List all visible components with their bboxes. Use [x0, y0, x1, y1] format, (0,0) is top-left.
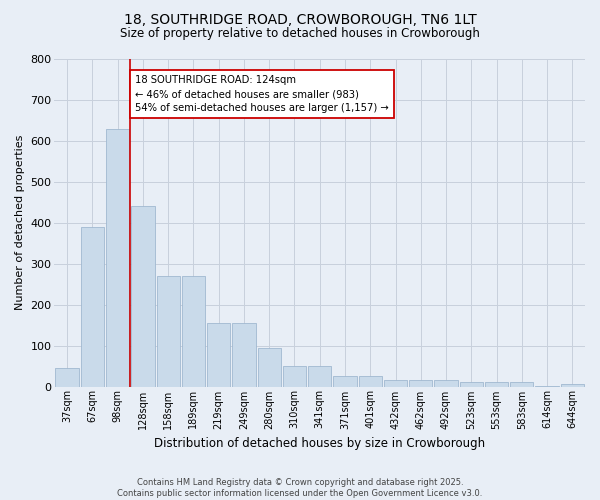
Bar: [283, 366, 306, 386]
Bar: [359, 376, 382, 386]
Bar: [55, 368, 79, 386]
Bar: [157, 276, 180, 386]
Bar: [232, 323, 256, 386]
Bar: [257, 348, 281, 387]
Bar: [81, 227, 104, 386]
Bar: [334, 376, 356, 386]
Text: 18, SOUTHRIDGE ROAD, CROWBOROUGH, TN6 1LT: 18, SOUTHRIDGE ROAD, CROWBOROUGH, TN6 1L…: [124, 12, 476, 26]
Bar: [434, 380, 458, 386]
Bar: [510, 382, 533, 386]
Y-axis label: Number of detached properties: Number of detached properties: [15, 135, 25, 310]
X-axis label: Distribution of detached houses by size in Crowborough: Distribution of detached houses by size …: [154, 437, 485, 450]
Bar: [131, 206, 155, 386]
Text: Size of property relative to detached houses in Crowborough: Size of property relative to detached ho…: [120, 28, 480, 40]
Bar: [460, 382, 483, 386]
Bar: [182, 276, 205, 386]
Bar: [384, 380, 407, 386]
Text: 18 SOUTHRIDGE ROAD: 124sqm
← 46% of detached houses are smaller (983)
54% of sem: 18 SOUTHRIDGE ROAD: 124sqm ← 46% of deta…: [136, 76, 389, 114]
Bar: [485, 382, 508, 386]
Bar: [409, 380, 433, 386]
Bar: [106, 128, 129, 386]
Bar: [561, 384, 584, 386]
Bar: [207, 323, 230, 386]
Bar: [308, 366, 331, 386]
Text: Contains HM Land Registry data © Crown copyright and database right 2025.
Contai: Contains HM Land Registry data © Crown c…: [118, 478, 482, 498]
